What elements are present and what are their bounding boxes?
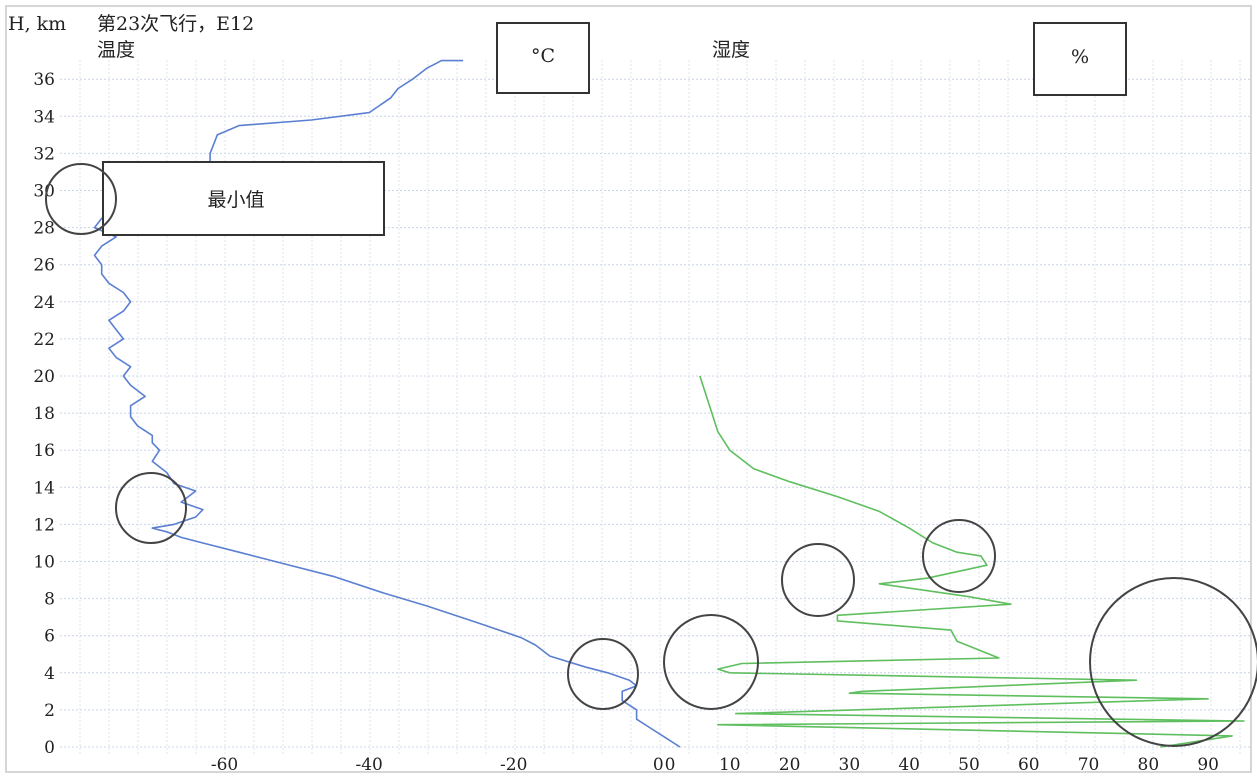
y-tick-label: 12 [33, 515, 55, 535]
temperature-panel-label: 温度 [97, 39, 135, 61]
y-tick-label: 10 [33, 553, 55, 573]
humidity-series-line [699, 375, 1245, 748]
y-tick-label: 32 [33, 144, 55, 164]
x-tick-label: 40 [898, 755, 920, 775]
highlight-circle-humidity-low [663, 614, 759, 710]
y-tick-label: 34 [33, 107, 55, 127]
y-tick-label: 4 [44, 664, 55, 684]
y-tick-label: 0 [44, 738, 55, 758]
x-tick-label: 0 [665, 755, 676, 775]
highlight-circle-humidity-high [1089, 577, 1257, 747]
chart-title: 第23次飞行，E12 [97, 13, 254, 35]
minimum-annotation-box [102, 161, 385, 236]
minimum-annotation-label: 最小值 [207, 189, 264, 211]
y-tick-label: 8 [44, 590, 55, 610]
y-tick-label: 16 [33, 441, 55, 461]
x-tick-label: -20 [500, 755, 527, 775]
x-tick-label: 0 [653, 755, 664, 775]
x-tick-label: 30 [839, 755, 861, 775]
highlight-circle-min-temp [45, 163, 117, 235]
temperature-unit-box [496, 22, 590, 94]
x-tick-label: 60 [1018, 755, 1040, 775]
x-tick-labels: -60 -40 -20 0 0 10 20 30 40 50 60 70 80 90 [211, 755, 1219, 775]
highlight-circles [45, 163, 1257, 747]
y-tick-label: 14 [33, 478, 55, 498]
y-axis-label: H, km [8, 13, 66, 35]
y-tick-label: 6 [44, 627, 55, 647]
temperature-unit-label: °C [531, 45, 555, 67]
y-tick-label: 36 [33, 70, 55, 90]
y-tick-label: 24 [33, 293, 55, 313]
y-tick-label: 22 [33, 330, 55, 350]
x-tick-label: 80 [1138, 755, 1160, 775]
humidity-panel-label: 湿度 [712, 39, 750, 61]
highlight-circle-temp-low [567, 638, 639, 710]
y-tick-label: 2 [44, 701, 55, 721]
humidity-unit-box [1033, 22, 1127, 96]
chart-frame [5, 5, 1252, 773]
highlight-circle-humidity-mid [781, 543, 855, 617]
y-tick-label: 18 [33, 404, 55, 424]
highlight-circle-humidity-peak [922, 519, 996, 593]
highlight-circle-tropopause [115, 472, 187, 544]
x-tick-label: 90 [1197, 755, 1219, 775]
x-tick-label: 70 [1078, 755, 1100, 775]
x-tick-label: -60 [211, 755, 238, 775]
y-tick-label: 28 [33, 219, 55, 239]
x-tick-label: 10 [719, 755, 741, 775]
x-tick-label: 20 [779, 755, 801, 775]
x-tick-label: 50 [958, 755, 980, 775]
y-tick-label: 30 [33, 182, 55, 202]
x-tick-label: -40 [355, 755, 382, 775]
y-tick-label: 26 [33, 256, 55, 276]
humidity-unit-label: % [1071, 46, 1089, 68]
y-tick-label: 20 [33, 367, 55, 387]
